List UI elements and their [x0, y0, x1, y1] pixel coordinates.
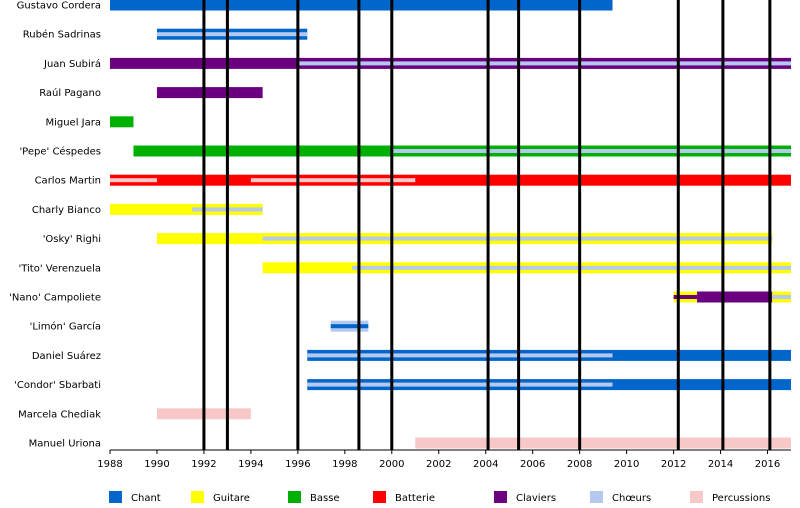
- x-tick-label: 1990: [144, 459, 169, 470]
- legend-swatch-guitare: [191, 491, 204, 503]
- member-label: Charly Bianco: [32, 205, 101, 216]
- bar-guitare: [110, 203, 263, 215]
- x-tick-label: 2002: [426, 459, 451, 470]
- x-tick-label: 2010: [614, 459, 639, 470]
- member-label: Miguel Jara: [45, 117, 101, 128]
- stripe-choeurs: [297, 61, 791, 66]
- member-label: 'Osky' Righi: [43, 234, 101, 245]
- legend-label-claviers: Claviers: [516, 493, 556, 504]
- legend-label-choeurs: Chœurs: [612, 493, 651, 504]
- member-label: Gustavo Cordera: [17, 1, 101, 12]
- legend-label-batterie: Batterie: [395, 493, 435, 504]
- legend-label-basse: Basse: [310, 493, 340, 504]
- x-tick-label: 1996: [285, 459, 310, 470]
- x-tick-label: 2012: [661, 459, 686, 470]
- member-label: Raúl Pagano: [39, 87, 101, 99]
- legend-swatch-percussions: [690, 491, 703, 503]
- member-label: Manuel Uriona: [29, 439, 101, 450]
- stripe-percussions: [110, 178, 157, 183]
- legend-swatch-chant: [109, 491, 122, 503]
- legend-swatch-basse: [288, 491, 301, 503]
- bars-layer: [110, 0, 791, 449]
- member-label: 'Limón' García: [30, 321, 101, 333]
- member-label: Rubén Sadrinas: [23, 29, 101, 41]
- legend-swatch-batterie: [373, 491, 386, 503]
- bar-batterie: [110, 174, 791, 186]
- stripe-percussions: [250, 178, 416, 183]
- legend-swatch-claviers: [494, 491, 507, 503]
- x-axis: 1988 1990 1992 1994 1996 1998 2000 2002 2004 2006…: [97, 449, 791, 470]
- legend: Chant Guitare Basse Batterie Claviers Chœurs P…: [109, 491, 770, 504]
- stripe-choeurs: [772, 295, 791, 299]
- stripe-chant: [330, 324, 369, 329]
- member-label: Daniel Suárez: [32, 350, 101, 362]
- x-tick-label: 1994: [238, 459, 263, 470]
- member-label: Marcela Chediak: [18, 409, 101, 420]
- bar-percussions: [415, 437, 791, 449]
- member-labels: Gustavo Cordera Rubén Sadrinas Juan Subirá…: [9, 1, 101, 450]
- member-label: 'Nano' Campoliete: [9, 293, 101, 304]
- legend-swatch-choeurs: [590, 491, 603, 503]
- bar-claviers: [697, 291, 773, 303]
- member-label: 'Condor' Sbarbati: [14, 380, 101, 391]
- stripe-choeurs: [156, 32, 308, 37]
- bar-claviers: [156, 87, 263, 99]
- stripe-choeurs: [391, 149, 791, 153]
- legend-label-chant: Chant: [131, 493, 161, 504]
- x-tick-label: 2000: [379, 459, 404, 470]
- stripe-choeurs: [307, 382, 613, 387]
- legend-label-percussions: Percussions: [712, 493, 770, 504]
- x-tick-label: 2006: [520, 459, 545, 470]
- x-tick-label: 2004: [473, 459, 498, 470]
- bar-basse: [110, 116, 134, 128]
- x-tick-label: 1988: [97, 459, 122, 470]
- x-tick-label: 1992: [191, 459, 216, 470]
- bar-chant: [110, 0, 613, 11]
- stripe-choeurs: [307, 353, 613, 358]
- legend-label-guitare: Guitare: [213, 493, 250, 504]
- x-tick-label: 2008: [567, 459, 592, 470]
- member-label: Juan Subirá: [43, 58, 101, 70]
- stripe-claviers: [673, 295, 698, 299]
- member-label: 'Pepe' Céspedes: [19, 146, 101, 158]
- member-label: Carlos Martin: [35, 176, 101, 187]
- x-tick-label: 1998: [332, 459, 357, 470]
- member-label: 'Tito' Verenzuela: [18, 263, 101, 274]
- x-tick-label: 2016: [755, 459, 780, 470]
- x-tick-label: 2014: [708, 459, 733, 470]
- event-lines-layer: [202, 0, 772, 450]
- stripe-choeurs: [351, 265, 791, 270]
